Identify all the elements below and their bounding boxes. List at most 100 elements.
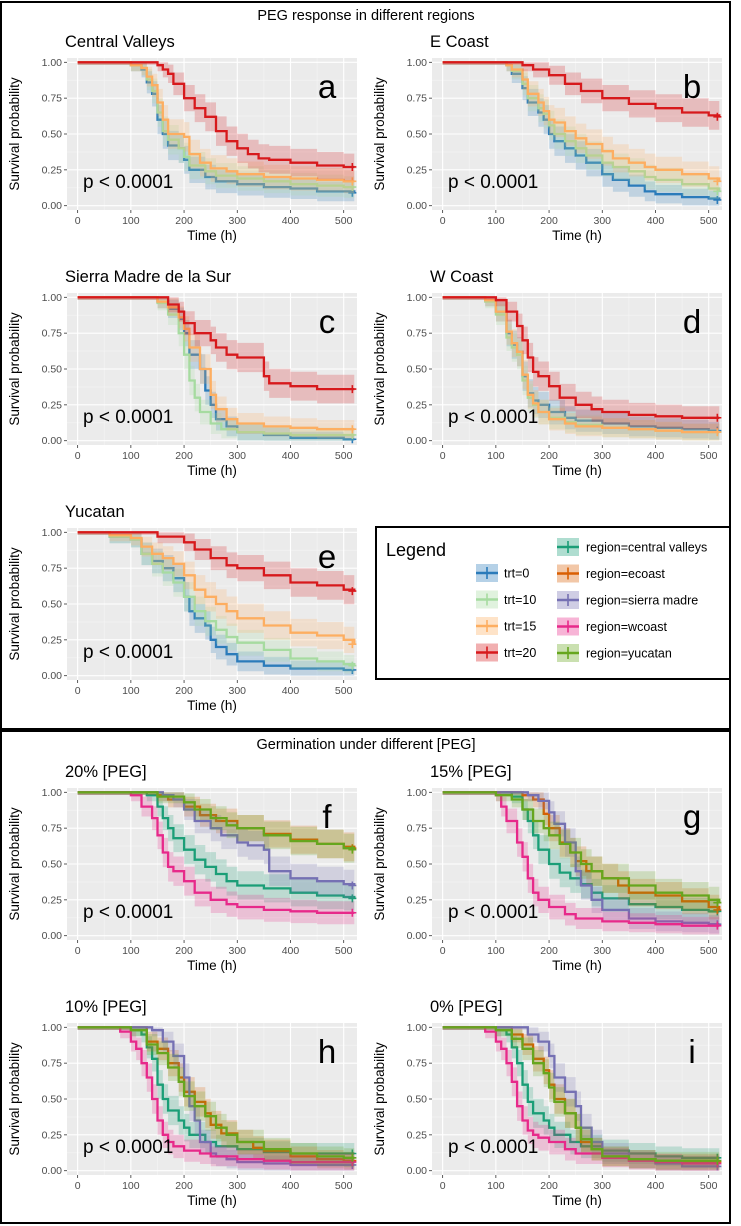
y-tick-label: 0.00 [407,930,428,942]
confidence-band [442,1027,720,1171]
survival-line [442,296,720,434]
series-group [442,1026,722,1171]
survival-line [77,531,356,666]
confidence-band [442,1027,720,1170]
p-value-annotation: p < 0.0001 [83,642,173,663]
survival-line [77,791,356,850]
x-tick-label: 500 [335,945,353,957]
legend-key-region [557,591,579,609]
censor-mark [348,881,357,890]
y-tick-label: 0.50 [42,1094,63,1106]
confidence-band [77,297,355,439]
x-tick-label: 500 [335,685,353,697]
x-tick-label: 500 [335,215,353,227]
survival-line [77,791,355,914]
p-value-annotation: p < 0.0001 [448,407,538,428]
y-tick-label: 1.00 [407,1022,428,1034]
x-tick-label: 100 [487,1180,505,1192]
legend-label: region=sierra madre [586,594,698,608]
censor-mark [348,1153,357,1162]
survival-line [442,1026,720,1159]
legend-key-region [557,617,579,636]
y-tick-label: 0.75 [407,93,428,105]
x-tick-label: 0 [75,685,81,697]
censor-mark [713,428,722,437]
panel-letter: c [319,303,336,340]
legend-key-trt [476,590,498,609]
censor-mark [348,661,357,670]
confidence-band [442,792,720,935]
panel-title: 20% [PEG] [65,763,147,781]
p-value-annotation: p < 0.0001 [83,172,173,193]
censor-mark [348,640,357,649]
survival-line [442,1026,720,1162]
y-tick-label: 0.25 [42,634,63,646]
survival-line [77,531,356,645]
legend-label: trt=10 [504,593,536,607]
panel-title: Central Valleys [65,33,175,51]
y-tick-label: 0.00 [42,670,63,682]
legend-label: trt=0 [504,567,529,581]
panel-b: 0 100 200 300 400 500 0.00 0.25 0.50 0.75 1.00E Co… [372,33,722,243]
legend-label: region=ecoast [586,567,665,581]
y-tick-label: 0.75 [42,93,63,105]
legend: Legend trt=0 trt=10 trt=15 trt=20 region=cen… [375,526,731,680]
censor-mark [713,112,722,121]
panel-letter: b [683,68,701,105]
panel-g: 0 100 200 300 400 500 0.00 0.25 0.50 0.75 1.0015% … [372,763,722,973]
survival-line [442,791,720,927]
confidence-band [442,62,720,132]
x-tick-label: 300 [594,945,612,957]
legend-label: region=central valleys [586,541,707,555]
y-tick-label: 0.25 [407,894,428,906]
confidence-band [77,792,355,912]
censor-mark [713,177,722,186]
y-tick-label: 0.75 [42,1058,63,1070]
x-tick-label: 400 [647,1180,665,1192]
censor-mark [713,187,722,196]
y-axis-label: Survival probability [372,1042,387,1156]
x-tick-label: 0 [440,215,446,227]
y-axis-label: Survival probability [7,547,22,661]
survival-line [77,296,355,441]
y-tick-label: 0.75 [407,328,428,340]
y-tick-label: 0.50 [42,859,63,871]
section-title-regions: PEG response in different regions [257,8,474,24]
survival-line [442,791,720,926]
confidence-band [77,792,355,863]
y-tick-label: 0.25 [42,164,63,176]
x-tick-label: 300 [594,215,612,227]
x-tick-label: 300 [229,945,247,957]
y-tick-label: 0.75 [407,823,428,835]
x-tick-label: 500 [700,450,718,462]
panel-letter: e [318,538,336,575]
y-tick-label: 0.50 [407,1094,428,1106]
x-tick-label: 500 [700,1180,718,1192]
legend-label: region=yucatan [586,647,672,661]
panel-title: 10% [PEG] [65,998,147,1016]
y-tick-label: 0.25 [407,399,428,411]
x-tick-label: 0 [75,215,81,227]
x-tick-label: 500 [335,450,353,462]
y-tick-label: 0.25 [42,894,63,906]
x-tick-label: 200 [175,1180,193,1192]
x-axis-label: Time (h) [552,463,602,478]
x-tick-label: 100 [122,945,140,957]
y-tick-label: 0.25 [407,164,428,176]
censor-mark [348,587,357,596]
x-tick-label: 200 [175,450,193,462]
survival-line [77,791,356,899]
p-value-annotation: p < 0.0001 [83,1137,173,1158]
panel-letter: i [688,1033,695,1070]
panel-c: 0 100 200 300 400 500 0.00 0.25 0.50 0.75 1.00Sier… [7,268,357,478]
x-tick-label: 100 [487,450,505,462]
survival-line [77,61,355,169]
survival-line [77,1026,355,1159]
survival-line [77,531,356,592]
series-group [77,531,357,676]
x-axis-label: Time (h) [187,228,237,243]
x-tick-label: 200 [540,215,558,227]
x-axis-label: Time (h) [552,228,602,243]
confidence-band [77,1027,355,1168]
y-tick-label: 0.50 [42,599,63,611]
